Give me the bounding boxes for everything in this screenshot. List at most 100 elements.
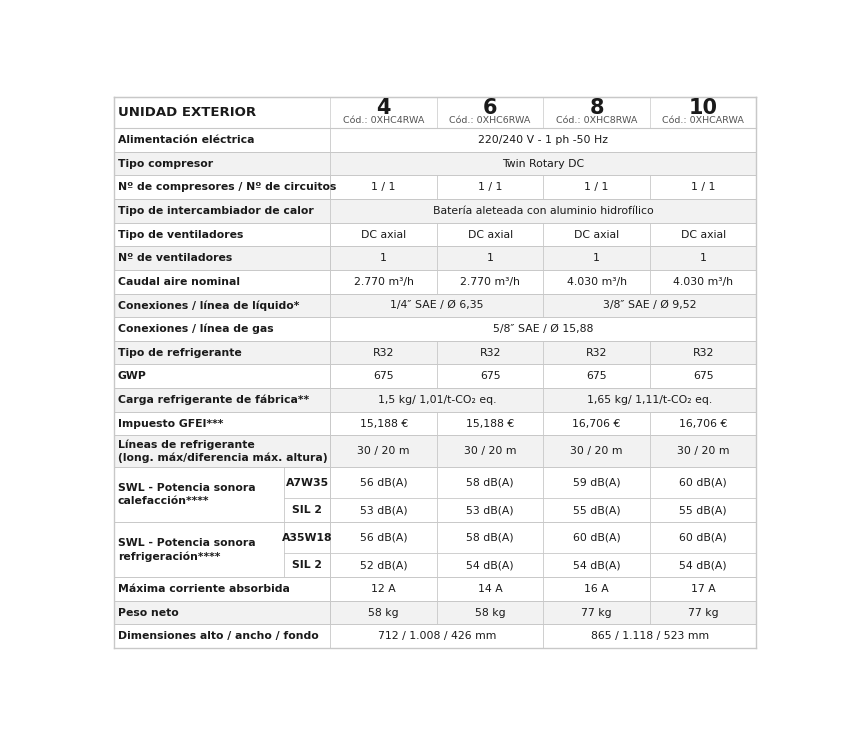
Bar [114, 577, 756, 600]
Text: 55 dB(A): 55 dB(A) [679, 505, 727, 515]
Bar [114, 98, 756, 128]
Bar [114, 128, 756, 152]
Text: 17 A: 17 A [691, 584, 716, 594]
Text: 60 dB(A): 60 dB(A) [679, 478, 727, 487]
Text: 60 dB(A): 60 dB(A) [679, 533, 727, 542]
Text: 16 A: 16 A [584, 584, 609, 594]
Text: 16,706 €: 16,706 € [572, 418, 621, 429]
Text: Twin Rotary DC: Twin Rotary DC [503, 159, 584, 168]
Text: 1,5 kg/ 1,01/t-CO₂ eq.: 1,5 kg/ 1,01/t-CO₂ eq. [378, 395, 496, 405]
Bar [114, 600, 756, 624]
Bar [114, 341, 756, 365]
Text: Conexiones / línea de líquido*: Conexiones / línea de líquido* [118, 300, 299, 311]
Text: 675: 675 [480, 371, 500, 381]
Text: A35W18: A35W18 [282, 533, 333, 542]
Text: R32: R32 [373, 348, 394, 358]
Text: 14 A: 14 A [478, 584, 503, 594]
Text: Carga refrigerante de fábrica**: Carga refrigerante de fábrica** [118, 395, 309, 405]
Bar [114, 365, 756, 388]
Text: 53 dB(A): 53 dB(A) [360, 505, 408, 515]
Text: 52 dB(A): 52 dB(A) [360, 560, 408, 570]
Bar [114, 223, 756, 246]
Text: 220/240 V - 1 ph -50 Hz: 220/240 V - 1 ph -50 Hz [478, 135, 609, 145]
Text: 58 kg: 58 kg [368, 608, 399, 617]
Text: 30 / 20 m: 30 / 20 m [677, 446, 729, 456]
Text: 56 dB(A): 56 dB(A) [360, 478, 408, 487]
Text: 60 dB(A): 60 dB(A) [573, 533, 621, 542]
Text: Alimentación eléctrica: Alimentación eléctrica [118, 135, 254, 145]
Text: UNIDAD EXTERIOR: UNIDAD EXTERIOR [118, 107, 256, 119]
Text: Impuesto GFEI***: Impuesto GFEI*** [118, 418, 223, 429]
Text: Tipo de ventiladores: Tipo de ventiladores [118, 229, 243, 240]
Text: R32: R32 [586, 348, 607, 358]
Text: 865 / 1.118 / 523 mm: 865 / 1.118 / 523 mm [591, 631, 709, 641]
Text: 30 / 20 m: 30 / 20 m [357, 446, 410, 456]
Text: Tipo de refrigerante: Tipo de refrigerante [118, 348, 241, 358]
Text: 54 dB(A): 54 dB(A) [466, 560, 514, 570]
Text: Conexiones / línea de gas: Conexiones / línea de gas [118, 324, 273, 334]
Text: 16,706 €: 16,706 € [679, 418, 728, 429]
Bar [114, 246, 756, 270]
Text: Máxima corriente absorbida: Máxima corriente absorbida [118, 584, 290, 594]
Text: 15,188 €: 15,188 € [359, 418, 408, 429]
Text: 1/4″ SAE / Ø 6,35: 1/4″ SAE / Ø 6,35 [391, 301, 484, 310]
Text: 1: 1 [700, 253, 706, 263]
Text: 1: 1 [380, 253, 387, 263]
Text: 30 / 20 m: 30 / 20 m [571, 446, 623, 456]
Text: DC axial: DC axial [574, 229, 619, 240]
Text: 4.030 m³/h: 4.030 m³/h [566, 277, 627, 287]
Text: 56 dB(A): 56 dB(A) [360, 533, 408, 542]
Bar [114, 318, 756, 341]
Text: R32: R32 [693, 348, 714, 358]
Text: 30 / 20 m: 30 / 20 m [464, 446, 516, 456]
Text: 1,65 kg/ 1,11/t-CO₂ eq.: 1,65 kg/ 1,11/t-CO₂ eq. [588, 395, 712, 405]
Text: 1: 1 [486, 253, 493, 263]
Text: DC axial: DC axial [361, 229, 406, 240]
Text: SWL - Potencia sonora
calefacción****: SWL - Potencia sonora calefacción**** [118, 483, 256, 506]
Text: R32: R32 [480, 348, 501, 358]
Bar [114, 435, 756, 467]
Text: Nº de compresores / Nº de circuitos: Nº de compresores / Nº de circuitos [118, 182, 336, 193]
Text: DC axial: DC axial [468, 229, 513, 240]
Text: Peso neto: Peso neto [118, 608, 178, 617]
Text: 59 dB(A): 59 dB(A) [573, 478, 621, 487]
Text: A7W35: A7W35 [286, 478, 329, 487]
Bar [114, 412, 756, 435]
Text: Caudal aire nominal: Caudal aire nominal [118, 277, 239, 287]
Text: SIL 2: SIL 2 [292, 560, 323, 570]
Bar [114, 624, 756, 648]
Text: 6: 6 [483, 98, 498, 118]
Text: 3/8″ SAE / Ø 9,52: 3/8″ SAE / Ø 9,52 [603, 301, 697, 310]
Text: 77 kg: 77 kg [688, 608, 718, 617]
Text: Cód.: 0XHCARWA: Cód.: 0XHCARWA [662, 116, 744, 125]
Text: 77 kg: 77 kg [582, 608, 612, 617]
Text: 2.770 m³/h: 2.770 m³/h [354, 277, 413, 287]
Bar [114, 199, 756, 223]
Bar [114, 293, 756, 318]
Text: Cód.: 0XHC6RWA: Cód.: 0XHC6RWA [449, 116, 531, 125]
Text: 58 kg: 58 kg [475, 608, 505, 617]
Text: 58 dB(A): 58 dB(A) [466, 478, 514, 487]
Bar [114, 467, 756, 522]
Text: 5/8″ SAE / Ø 15,88: 5/8″ SAE / Ø 15,88 [493, 324, 593, 334]
Bar [114, 176, 756, 199]
Text: 675: 675 [374, 371, 394, 381]
Text: 54 dB(A): 54 dB(A) [573, 560, 621, 570]
Text: 15,188 €: 15,188 € [466, 418, 514, 429]
Text: Nº de ventiladores: Nº de ventiladores [118, 253, 232, 263]
Text: Dimensiones alto / ancho / fondo: Dimensiones alto / ancho / fondo [118, 631, 318, 641]
Text: Cód.: 0XHC8RWA: Cód.: 0XHC8RWA [556, 116, 638, 125]
Text: 4: 4 [376, 98, 391, 118]
Text: SIL 2: SIL 2 [292, 505, 323, 515]
Bar [114, 270, 756, 293]
Text: 58 dB(A): 58 dB(A) [466, 533, 514, 542]
Text: 55 dB(A): 55 dB(A) [573, 505, 621, 515]
Text: Batería aleteada con aluminio hidrofílico: Batería aleteada con aluminio hidrofílic… [433, 206, 654, 216]
Text: DC axial: DC axial [681, 229, 726, 240]
Text: 4.030 m³/h: 4.030 m³/h [673, 277, 733, 287]
Text: 12 A: 12 A [371, 584, 396, 594]
Text: Tipo compresor: Tipo compresor [118, 159, 213, 168]
Text: Cód.: 0XHC4RWA: Cód.: 0XHC4RWA [343, 116, 424, 125]
Text: 8: 8 [589, 98, 604, 118]
Bar [114, 152, 756, 176]
